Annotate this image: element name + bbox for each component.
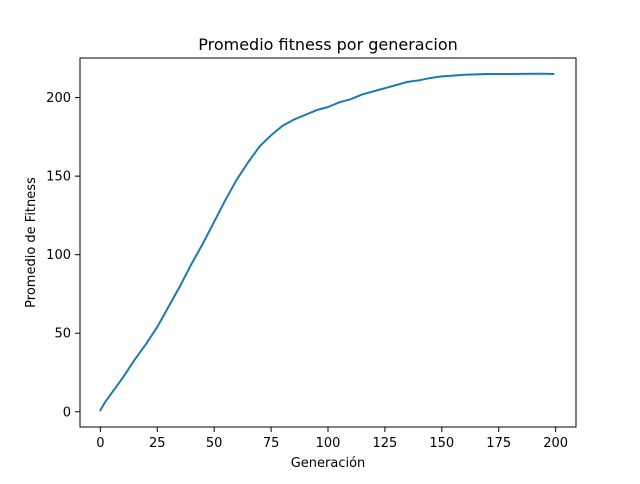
x-tick-label: 200 xyxy=(543,436,568,451)
y-axis-label: Promedio de Fitness xyxy=(24,177,39,308)
y-tick-label: 150 xyxy=(46,170,71,185)
x-tick-label: 0 xyxy=(96,436,104,451)
x-tick-label: 100 xyxy=(316,436,341,451)
x-tick-label: 75 xyxy=(263,436,280,451)
x-tick-label: 150 xyxy=(429,436,454,451)
y-axis: 0 50 100 150 200 xyxy=(46,91,80,420)
x-axis-label: Generación xyxy=(291,456,366,471)
y-tick-label: 100 xyxy=(46,248,71,263)
plot-area-frame xyxy=(79,57,577,428)
y-tick-label: 200 xyxy=(46,91,71,106)
x-tick-label: 50 xyxy=(206,436,223,451)
y-tick-label: 50 xyxy=(54,327,71,342)
y-tick-label: 0 xyxy=(63,405,71,420)
x-axis: 0 25 50 75 100 125 150 175 200 xyxy=(96,427,568,451)
chart-title: Promedio fitness por generacion xyxy=(198,35,458,54)
x-tick-label: 25 xyxy=(149,436,166,451)
x-tick-label: 125 xyxy=(372,436,397,451)
x-tick-label: 175 xyxy=(486,436,511,451)
series-line xyxy=(99,72,555,412)
